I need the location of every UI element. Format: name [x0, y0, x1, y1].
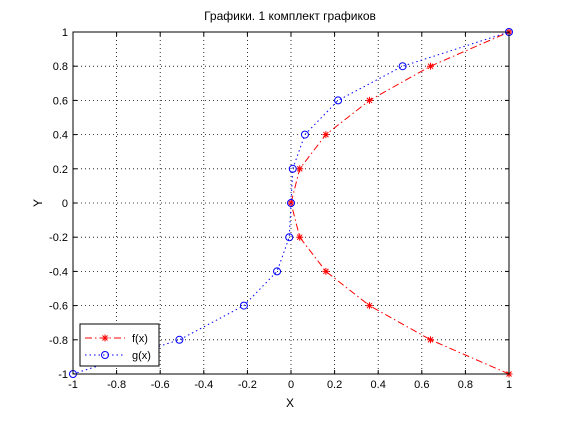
y-tick-label: 0	[62, 198, 68, 210]
data-point	[300, 130, 309, 139]
x-tick-label: -0.6	[151, 379, 170, 391]
data-point	[287, 199, 295, 207]
y-tick-label: -0.8	[49, 335, 68, 347]
y-tick-label: 0.4	[53, 130, 68, 142]
data-point	[285, 233, 294, 242]
x-tick-label: 0.4	[371, 379, 386, 391]
chart-title: Графики. 1 комплект графиков	[204, 9, 376, 23]
data-point	[296, 165, 304, 173]
data-point	[273, 267, 282, 276]
data-point	[288, 164, 297, 173]
x-tick-label: -0.4	[194, 379, 213, 391]
data-point	[175, 335, 184, 344]
x-tick-label: 0.6	[414, 379, 429, 391]
series-2	[69, 28, 513, 378]
data-point	[334, 96, 343, 105]
data-point	[296, 233, 304, 241]
x-tick-label: -0.2	[238, 379, 257, 391]
y-tick-label: -1	[58, 369, 68, 381]
data-point	[239, 301, 248, 310]
legend-label: f(x)	[132, 333, 148, 345]
x-tick-label: -0.8	[107, 379, 126, 391]
x-tick-label: 0	[288, 379, 294, 391]
y-tick-label: 1	[62, 27, 68, 39]
data-point	[398, 62, 407, 71]
x-tick-label: -1	[68, 379, 78, 391]
y-tick-label: -0.6	[49, 301, 68, 313]
data-point	[427, 336, 435, 344]
data-point	[322, 267, 330, 275]
series-line	[290, 31, 510, 375]
ticks: -1 -0.8 -0.6 -0.4 -0.2 0 0.2 0.4 0.6 0.8 1 -1 -0.8 -0…	[49, 27, 512, 391]
y-tick-label: 0.8	[53, 61, 68, 73]
x-tick-label: 1	[506, 379, 512, 391]
legend: f(x) g(x)	[79, 323, 160, 367]
data-point	[322, 131, 330, 139]
x-axis-label: X	[286, 396, 294, 410]
y-tick-label: -0.4	[49, 266, 68, 278]
data-point	[427, 62, 435, 70]
y-tick-label: -0.2	[49, 232, 68, 244]
data-point	[365, 302, 373, 310]
legend-box	[79, 323, 160, 367]
y-tick-label: 0.6	[53, 95, 68, 107]
grid	[73, 32, 509, 374]
legend-label: g(x)	[132, 350, 151, 362]
legend-marker	[101, 334, 109, 342]
x-tick-label: 0.2	[327, 379, 342, 391]
legend-marker	[101, 351, 109, 359]
data-point	[365, 96, 373, 104]
series-line	[72, 31, 510, 375]
y-axis-label: Y	[31, 199, 45, 207]
y-tick-label: 0.2	[53, 164, 68, 176]
series-layer	[69, 28, 513, 378]
x-tick-label: 0.8	[458, 379, 473, 391]
